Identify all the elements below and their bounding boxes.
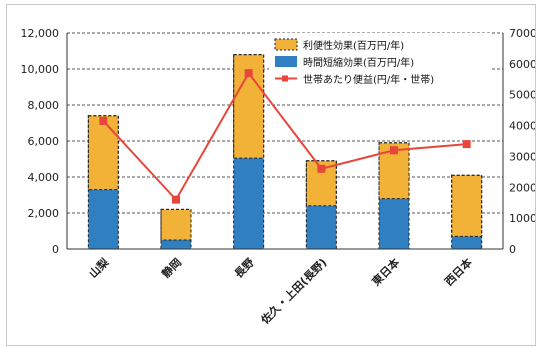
line-series-path <box>102 71 467 202</box>
y-left-tick-label: 2,000 <box>28 207 60 220</box>
bar-segment <box>161 240 191 249</box>
y-right-tick-label: 1000 <box>509 212 535 225</box>
bar-segment <box>451 174 483 237</box>
bar-segment <box>233 158 264 249</box>
legend-label: 利便性効果(百万円/年) <box>303 39 404 52</box>
y-left-tick-label: 12,000 <box>21 27 60 40</box>
y-left-tick-label: 0 <box>52 243 59 256</box>
bar-segment <box>160 208 192 241</box>
line-point <box>99 116 108 125</box>
line-point <box>244 69 253 78</box>
bar-segment <box>306 205 337 249</box>
bar-outline <box>451 174 483 250</box>
bars <box>87 54 483 250</box>
legend-swatch <box>275 56 297 67</box>
bar-outline <box>233 54 265 250</box>
legend: 利便性効果(百万円/年) 時間短縮効果(百万円/年) 世帯あたり便益(円/年・世帯) <box>269 33 491 88</box>
x-category-label: 佐久・上田(長野) <box>257 255 329 327</box>
line-point <box>462 140 471 149</box>
chart-svg: 0 2,000 4,000 6,000 8,000 10,000 12,000 0 1000 20… <box>21 27 536 327</box>
y-left-tick-label: 6,000 <box>28 135 60 148</box>
bar-outline <box>160 208 192 250</box>
axes <box>66 33 504 250</box>
x-category-label: 静岡 <box>159 255 184 280</box>
x-category-label: 山梨 <box>86 255 112 281</box>
x-category-label: 西日本 <box>442 255 475 288</box>
y-right-tick-label: 6000 <box>509 58 535 71</box>
bar-segment <box>88 189 119 249</box>
x-category-label: 長野 <box>232 256 257 281</box>
y-left-tick-label: 10,000 <box>21 63 60 76</box>
legend-marker <box>282 75 288 82</box>
y-left-tick-label: 8,000 <box>28 99 60 112</box>
bar-outline <box>87 115 119 250</box>
y-right-tick-label: 2000 <box>509 181 535 194</box>
y-right-tick-label: 7000 <box>509 27 535 40</box>
legend-label: 世帯あたり便益(円/年・世帯) <box>303 73 434 86</box>
legend-background <box>269 33 491 88</box>
line-series <box>99 69 471 204</box>
legend-label: 時間短縮効果(百万円/年) <box>303 56 414 69</box>
bar-outline <box>305 160 337 250</box>
chart-frame: 0 2,000 4,000 6,000 8,000 10,000 12,000 0 1000 20… <box>6 4 536 346</box>
bar-segment <box>451 236 482 249</box>
y-right-tick-label: 3000 <box>509 150 535 163</box>
line-point <box>172 195 180 204</box>
legend-swatch <box>274 38 298 51</box>
x-category-label: 東日本 <box>369 255 402 288</box>
bar-segment <box>379 198 409 249</box>
y-right-tick-label: 0 <box>509 243 516 256</box>
y-right-tick-label: 4000 <box>509 120 535 133</box>
line-point <box>317 164 326 173</box>
bar-segment <box>87 115 119 191</box>
line-point <box>390 146 398 155</box>
y-left-tick-label: 4,000 <box>28 171 60 184</box>
y-right-tick-label: 5000 <box>509 89 535 102</box>
